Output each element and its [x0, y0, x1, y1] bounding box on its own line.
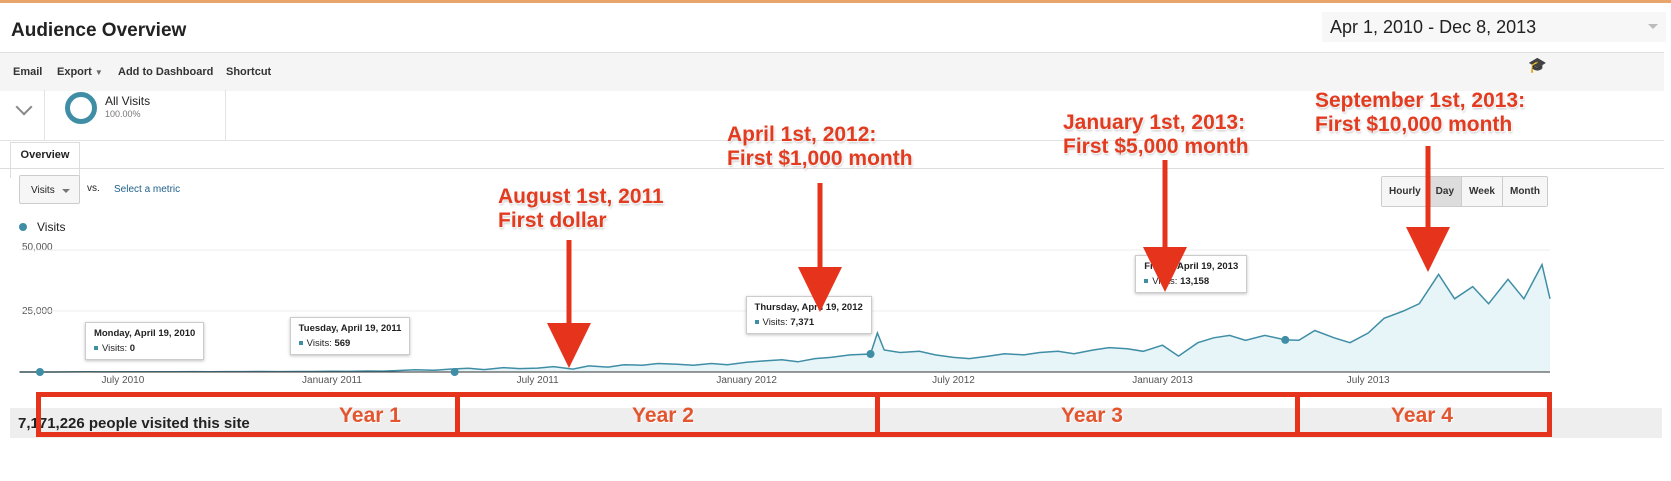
metric-select-value: Visits	[31, 185, 55, 196]
segment-donut-icon	[65, 92, 97, 124]
data-point	[1281, 335, 1290, 344]
series-swatch-icon	[298, 341, 303, 346]
summary-text: 7,171,226 people visited this site	[18, 415, 250, 432]
annotation-first-5000: January 1st, 2013: First $5,000 month	[1063, 111, 1249, 159]
annotation-line: First dollar	[498, 209, 607, 232]
report-toolbar: Email Export ▼ Add to Dashboard Shortcut	[0, 52, 1664, 91]
arrow-head-icon	[1143, 247, 1187, 292]
tooltip-value: Visits: 0	[93, 343, 195, 354]
tooltip-label: Visits:	[101, 343, 128, 354]
page-title: Audience Overview	[11, 20, 187, 41]
year-4-label: Year 4	[1391, 404, 1453, 427]
graduation-cap-icon[interactable]: 🎓	[1528, 57, 1547, 74]
visits-area	[19, 264, 1550, 372]
tooltip-value: Visits: 7,371	[754, 317, 863, 328]
tooltip-number: 13,158	[1180, 275, 1210, 287]
annotation-line: First $1,000 month	[727, 147, 913, 170]
x-tick-label: January 2011	[302, 375, 362, 386]
annotation-line: August 1st, 2011	[498, 185, 664, 208]
tooltip-number: 7,371	[790, 317, 815, 328]
date-range-text: Apr 1, 2010 - Dec 8, 2013	[1330, 17, 1537, 37]
annotation-line: September 1st, 2013:	[1315, 89, 1526, 112]
annotation-line: First $10,000 month	[1315, 113, 1513, 136]
email-button[interactable]: Email	[13, 66, 43, 78]
year-1-label: Year 1	[339, 404, 401, 427]
x-tick-label: July 2011	[516, 375, 559, 386]
series-swatch-icon	[1144, 279, 1149, 284]
tooltip-date: Tuesday, April 19, 2011	[298, 323, 402, 334]
legend-visits: Visits	[37, 220, 66, 234]
granularity-month[interactable]: Month	[1501, 177, 1547, 206]
caret-down-icon: ▼	[94, 68, 103, 77]
x-tick-label: July 2010	[101, 375, 145, 386]
annotation-line: First $5,000 month	[1063, 135, 1249, 158]
series-swatch-icon	[754, 320, 759, 325]
shortcut-button[interactable]: Shortcut	[226, 66, 272, 78]
year-4-box	[1295, 392, 1552, 437]
divider	[225, 90, 226, 140]
data-point	[866, 350, 875, 359]
date-range-picker[interactable]: Apr 1, 2010 - Dec 8, 2013	[1322, 12, 1666, 42]
tooltip-date: Friday, April 19, 2013	[1144, 260, 1239, 272]
x-tick-label: January 2012	[716, 375, 777, 386]
granularity-toggle: Hourly Day Week Month	[1381, 176, 1548, 207]
metric-select[interactable]: Visits	[19, 175, 80, 204]
chart-tooltip: Tuesday, April 19, 2011 Visits: 569	[289, 317, 411, 355]
export-button[interactable]: Export ▼	[57, 66, 103, 78]
segment-name[interactable]: All Visits	[105, 94, 151, 108]
add-to-dashboard-button[interactable]: Add to Dashboard	[118, 66, 214, 78]
divider	[44, 90, 45, 140]
select-metric-link[interactable]: Select a metric	[114, 184, 181, 195]
tooltip-date: Monday, April 19, 2010	[93, 328, 196, 339]
x-tick-label: July 2013	[1346, 375, 1390, 386]
year-3-label: Year 3	[1061, 404, 1123, 427]
annotation-first-dollar: August 1st, 2011 First dollar	[498, 185, 664, 233]
annotation-line: January 1st, 2013:	[1063, 111, 1246, 134]
tooltip-number: 569	[334, 338, 351, 349]
segment-percent: 100.00%	[105, 109, 141, 119]
tooltip-number: 0	[129, 343, 136, 354]
chevron-down-icon	[1648, 24, 1658, 29]
annotation-first-10000: September 1st, 2013: First $10,000 month	[1315, 89, 1525, 137]
chart-tooltip: Monday, April 19, 2010 Visits: 0	[84, 322, 205, 360]
export-label: Export	[57, 66, 92, 78]
legend-dot-icon	[19, 223, 27, 231]
granularity-hourly[interactable]: Hourly	[1382, 177, 1428, 206]
arrow-head-icon	[1406, 227, 1450, 272]
series-swatch-icon	[93, 346, 98, 351]
x-tick-label: January 2013	[1132, 375, 1193, 386]
tooltip-label: Visits:	[306, 338, 332, 349]
arrow-head-icon	[547, 323, 591, 368]
annotation-line: April 1st, 2012:	[727, 123, 877, 146]
tab-divider	[0, 168, 1664, 169]
y-tick-label: 50,000	[22, 242, 53, 253]
top-accent-line	[0, 0, 1671, 3]
x-tick-label: July 2012	[932, 375, 975, 386]
year-2-label: Year 2	[632, 404, 694, 427]
granularity-week[interactable]: Week	[1461, 177, 1502, 206]
data-point	[450, 368, 459, 376]
chart-tooltip: Thursday, April 19, 2012 Visits: 7,371	[745, 296, 872, 334]
data-point	[35, 368, 44, 376]
tooltip-date: Thursday, April 19, 2012	[754, 302, 863, 313]
tab-overview[interactable]: Overview	[10, 142, 80, 178]
caret-down-icon	[62, 189, 70, 193]
annotation-first-1000: April 1st, 2012: First $1,000 month	[727, 123, 913, 171]
vs-label: vs.	[87, 183, 100, 194]
tooltip-value: Visits: 569	[298, 338, 402, 349]
segment-bar	[0, 90, 1664, 141]
tooltip-label: Visits:	[762, 317, 788, 328]
arrow-head-icon	[798, 267, 842, 312]
